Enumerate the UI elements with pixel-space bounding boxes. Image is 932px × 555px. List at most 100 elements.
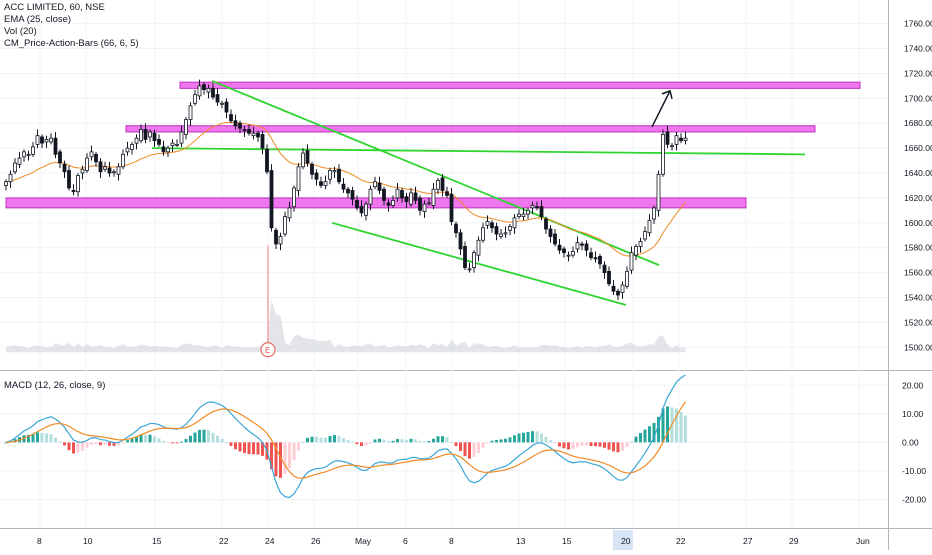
macd-histogram-bar: [184, 439, 188, 443]
macd-histogram-bar: [198, 429, 201, 443]
candle-body: [503, 232, 508, 235]
macd-histogram-bar: [409, 438, 413, 443]
candle-body: [589, 252, 593, 259]
candle-body: [364, 203, 368, 216]
macd-histogram-bar: [229, 442, 233, 446]
candle-body: [373, 181, 377, 188]
macd-histogram-bar: [292, 442, 296, 461]
highlighted-time-badge: [613, 530, 633, 550]
candle-body: [418, 197, 422, 211]
legend-cm-price-action[interactable]: CM_Price-Action-Bars (66, 6, 5): [4, 38, 139, 49]
candle-body: [643, 231, 647, 240]
macd-histogram-bar: [310, 436, 314, 443]
legend-symbol[interactable]: ACC LIMITED, 60, NSE: [4, 2, 105, 13]
macd-histogram-bar: [243, 442, 246, 454]
price-tick-label: 1640.00: [904, 168, 932, 178]
candle-body: [188, 105, 193, 120]
macd-histogram-bar: [522, 432, 525, 443]
candle-body: [445, 191, 449, 196]
macd-histogram-bar: [499, 439, 503, 443]
macd-histogram-bar: [576, 442, 579, 448]
candle-body: [224, 101, 229, 113]
macd-histogram-bar: [166, 442, 170, 444]
time-tick-label: 29: [789, 536, 799, 546]
macd-histogram-bar: [580, 442, 584, 446]
candle-body: [661, 134, 665, 175]
macd-histogram-bar: [427, 441, 431, 443]
candle-body: [197, 85, 202, 97]
macd-histogram-bar: [405, 439, 408, 443]
candle-body: [535, 206, 539, 209]
macd-histogram-bar: [468, 442, 471, 459]
macd-histogram-bar: [400, 439, 404, 443]
candle-body: [256, 132, 260, 138]
candle-body: [8, 173, 13, 183]
candle-body: [391, 200, 395, 206]
time-tick-label: 20: [621, 536, 631, 546]
candle-body: [620, 284, 625, 293]
candle-body: [229, 114, 233, 122]
macd-histogram-bar: [36, 432, 39, 443]
price-tick-label: 1620.00: [904, 193, 932, 203]
macd-histogram-bar: [373, 439, 377, 443]
candle-body: [296, 166, 301, 191]
candle-body: [148, 131, 152, 138]
candle-body: [206, 87, 211, 93]
macd-histogram-bar: [22, 435, 26, 443]
candle-body: [94, 153, 98, 163]
legend-volume[interactable]: Vol (20): [4, 26, 37, 37]
macd-histogram-bar: [108, 442, 111, 446]
macd-histogram-bar: [306, 437, 309, 443]
candle-body: [679, 137, 683, 142]
macd-histogram-bar: [625, 442, 629, 447]
trendline: [151, 147, 806, 156]
candle-body: [80, 168, 85, 174]
macd-histogram-bar: [54, 437, 57, 443]
macd-histogram-bar: [180, 441, 183, 443]
candle-body: [166, 147, 170, 153]
macd-histogram-bar: [562, 442, 566, 449]
macd-histogram-bar: [225, 442, 228, 444]
macd-histogram-bar: [126, 440, 129, 443]
candle-body: [319, 181, 323, 186]
macd-histogram-bar: [297, 442, 300, 451]
macd-histogram-bar: [112, 442, 116, 446]
macd-histogram-bar: [540, 433, 543, 443]
candle-body: [346, 188, 350, 194]
macd-histogram-bar: [387, 440, 390, 443]
macd-histogram-bar: [423, 441, 426, 443]
candle-body: [26, 153, 31, 156]
candle-body: [242, 129, 247, 132]
macd-histogram-bar: [378, 438, 381, 443]
macd-histogram-bar: [657, 416, 660, 443]
macd-signal-line: [5, 401, 686, 479]
price-tick-label: 1520.00: [904, 317, 932, 327]
price-tick-label: 1540.00: [904, 292, 932, 302]
candle-body: [539, 206, 544, 217]
candle-body: [301, 152, 305, 168]
macd-tick-label: 20.00: [902, 380, 924, 390]
price-tick-label: 1660.00: [904, 143, 932, 153]
candle-body: [499, 233, 503, 237]
candle-body: [251, 132, 256, 137]
macd-histogram-bar: [121, 442, 125, 444]
candle-body: [323, 181, 328, 186]
candle-body: [566, 254, 571, 257]
macd-histogram-bar: [643, 429, 647, 443]
legend-ema[interactable]: EMA (25, close): [4, 14, 72, 25]
candle-body: [580, 243, 584, 246]
candle-body: [584, 243, 589, 251]
candle-body: [17, 157, 22, 165]
candle-body: [611, 285, 616, 292]
macd-histogram-bar: [90, 442, 93, 445]
candle-body: [62, 163, 67, 173]
legend-macd[interactable]: MACD (12, 26, close, 9): [4, 380, 106, 391]
macd-histogram-bar: [481, 442, 485, 448]
candle-body: [53, 137, 58, 155]
macd-histogram-bar: [585, 442, 588, 446]
candle-body: [170, 142, 175, 147]
macd-histogram-bar: [220, 438, 224, 443]
macd-tick-label: -10.00: [902, 466, 926, 476]
